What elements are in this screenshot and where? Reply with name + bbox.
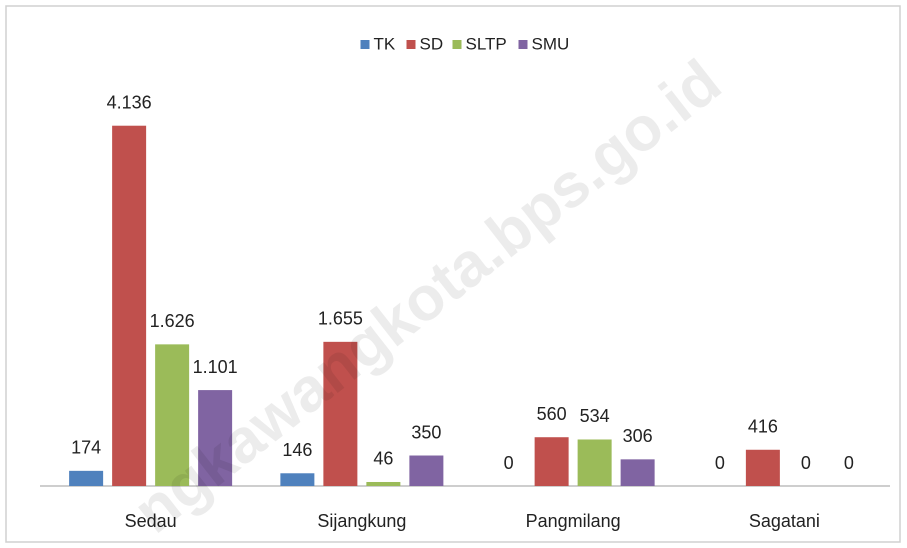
bar bbox=[155, 344, 190, 486]
legend-label: TK bbox=[374, 34, 396, 53]
legend-swatch bbox=[360, 40, 370, 49]
x-tick-label: Sagatani bbox=[749, 511, 820, 531]
bar bbox=[112, 125, 147, 487]
data-label: 534 bbox=[580, 406, 610, 426]
legend-label: SLTP bbox=[466, 34, 507, 53]
legend-label: SMU bbox=[532, 34, 570, 53]
data-label: 0 bbox=[801, 453, 811, 473]
bar bbox=[69, 470, 104, 486]
data-label: 0 bbox=[715, 453, 725, 473]
data-label: 350 bbox=[411, 422, 441, 442]
legend-label: SD bbox=[420, 34, 444, 53]
data-label: 4.136 bbox=[107, 92, 152, 112]
data-label: 0 bbox=[504, 453, 514, 473]
x-tick-label: Sijangkung bbox=[317, 511, 406, 531]
data-label: 146 bbox=[282, 440, 312, 460]
data-label: 416 bbox=[748, 417, 778, 437]
bar bbox=[323, 341, 358, 486]
x-tick-label: Sedau bbox=[125, 511, 177, 531]
legend-swatch bbox=[452, 40, 462, 49]
bar bbox=[409, 455, 444, 486]
bar bbox=[745, 449, 780, 486]
bar bbox=[366, 481, 401, 486]
data-label: 46 bbox=[373, 449, 393, 469]
bar bbox=[620, 459, 655, 486]
bar bbox=[534, 437, 569, 486]
bar bbox=[280, 473, 315, 486]
legend-swatch bbox=[406, 40, 416, 49]
data-label: 560 bbox=[537, 404, 567, 424]
data-label: 1.626 bbox=[150, 311, 195, 331]
data-label: 306 bbox=[623, 426, 653, 446]
legend-swatch bbox=[518, 40, 528, 49]
bar bbox=[198, 390, 233, 486]
data-label: 1.101 bbox=[193, 357, 238, 377]
data-label: 174 bbox=[71, 438, 101, 458]
bar bbox=[577, 439, 612, 486]
x-tick-label: Pangmilang bbox=[526, 511, 621, 531]
data-label: 1.655 bbox=[318, 309, 363, 329]
data-label: 0 bbox=[844, 453, 854, 473]
